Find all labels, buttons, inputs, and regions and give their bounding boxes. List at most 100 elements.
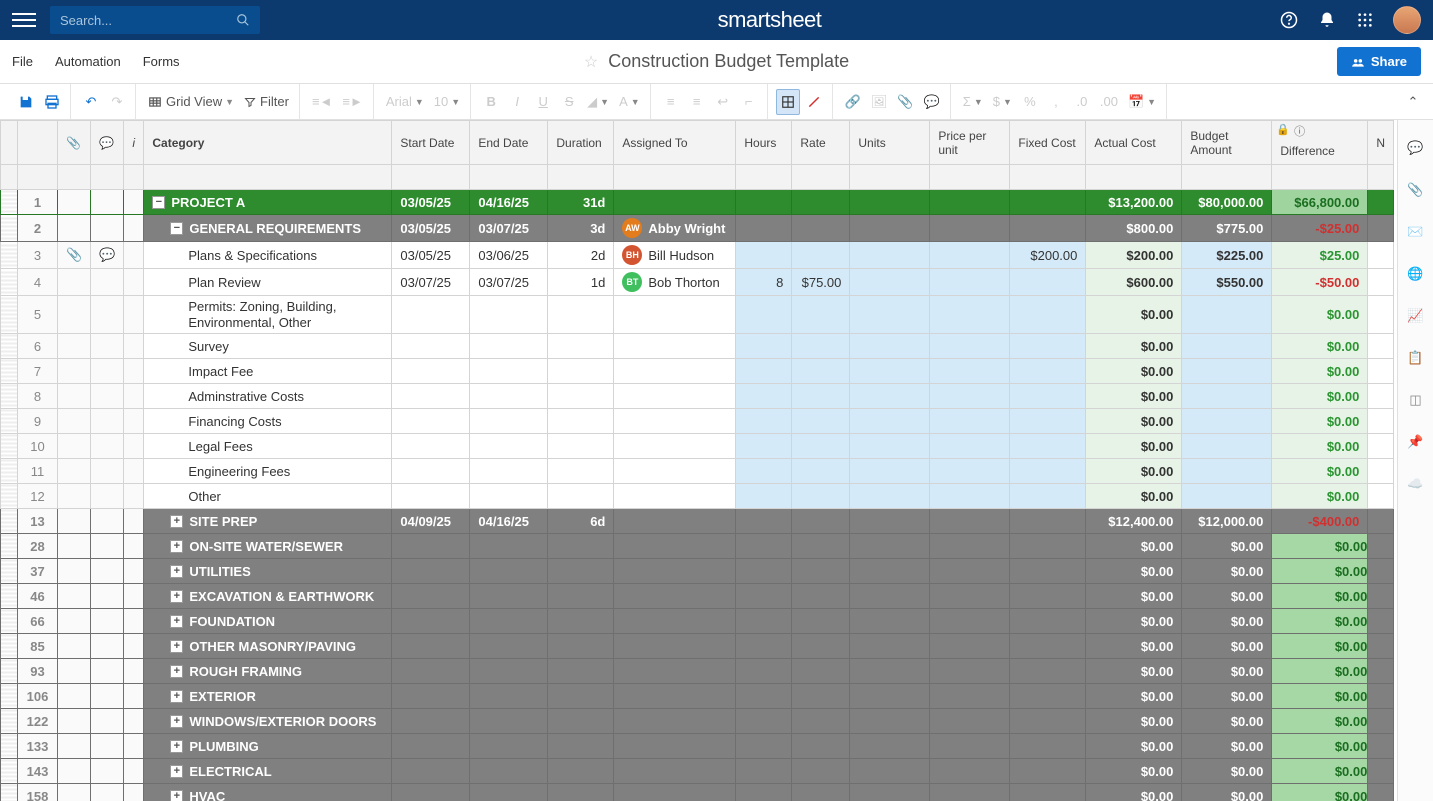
cell-diff[interactable]: $0.00: [1272, 609, 1368, 634]
cell-start[interactable]: 03/07/25: [392, 269, 470, 296]
cell-actual[interactable]: $0.00: [1086, 784, 1182, 801]
cell-budget[interactable]: [1182, 334, 1272, 359]
cell-comment[interactable]: [91, 409, 124, 434]
cell-info[interactable]: [124, 759, 144, 784]
table-row[interactable]: 46 + EXCAVATION & EARTHWORK $0.00 $0.00 …: [1, 584, 1394, 609]
cell-category[interactable]: + UTILITIES: [144, 559, 392, 584]
row-number[interactable]: 6: [18, 334, 58, 359]
cell-budget[interactable]: $0.00: [1182, 609, 1272, 634]
cell-start[interactable]: [392, 659, 470, 684]
cell-n[interactable]: [1368, 559, 1394, 584]
cell-diff[interactable]: $0.00: [1272, 784, 1368, 801]
cell-comment[interactable]: [91, 709, 124, 734]
cell-actual[interactable]: $0.00: [1086, 359, 1182, 384]
rail-resource-icon[interactable]: 📌: [1406, 432, 1426, 452]
cell-hours[interactable]: [736, 215, 792, 242]
cell-ppu[interactable]: [930, 559, 1010, 584]
cell-start[interactable]: [392, 709, 470, 734]
cell-start[interactable]: [392, 759, 470, 784]
cell-category[interactable]: + HVAC: [144, 784, 392, 801]
cell-n[interactable]: [1368, 684, 1394, 709]
cell-actual[interactable]: $200.00: [1086, 242, 1182, 269]
cell-rate[interactable]: [792, 359, 850, 384]
cell-actual[interactable]: $0.00: [1086, 734, 1182, 759]
cell-diff[interactable]: $0.00: [1272, 334, 1368, 359]
cell-budget[interactable]: [1182, 296, 1272, 334]
cell-attach[interactable]: [58, 384, 91, 409]
expand-handle[interactable]: [1, 759, 18, 784]
cell-budget[interactable]: $12,000.00: [1182, 509, 1272, 534]
cell-rate[interactable]: [792, 709, 850, 734]
row-number[interactable]: 46: [18, 584, 58, 609]
cell-rate[interactable]: [792, 609, 850, 634]
toggle-icon[interactable]: +: [170, 740, 183, 753]
table-row[interactable]: 93 + ROUGH FRAMING $0.00 $0.00 $0.00: [1, 659, 1394, 684]
cell-actual[interactable]: $0.00: [1086, 484, 1182, 509]
cell-diff[interactable]: $0.00: [1272, 384, 1368, 409]
cell-category[interactable]: Adminstrative Costs: [144, 384, 392, 409]
cell-duration[interactable]: [548, 434, 614, 459]
cell-comment[interactable]: [91, 734, 124, 759]
cell-units[interactable]: [850, 484, 930, 509]
cell-rate[interactable]: [792, 759, 850, 784]
cell-hours[interactable]: [736, 609, 792, 634]
row-number[interactable]: 12: [18, 484, 58, 509]
cell-ppu[interactable]: [930, 759, 1010, 784]
cell-assigned[interactable]: [614, 334, 736, 359]
cell-info[interactable]: [124, 190, 144, 215]
cell-hours[interactable]: [736, 709, 792, 734]
italic-icon[interactable]: I: [505, 89, 529, 115]
percent-icon[interactable]: %: [1018, 89, 1042, 115]
cell-rate[interactable]: [792, 559, 850, 584]
clearformat-icon[interactable]: [802, 89, 826, 115]
cell-end[interactable]: [470, 709, 548, 734]
cell-duration[interactable]: [548, 784, 614, 801]
cell-actual[interactable]: $13,200.00: [1086, 190, 1182, 215]
cell-fixed[interactable]: [1010, 459, 1086, 484]
expand-handle[interactable]: [1, 659, 18, 684]
cell-attach[interactable]: [58, 434, 91, 459]
cell-category[interactable]: + PLUMBING: [144, 734, 392, 759]
row-number[interactable]: 10: [18, 434, 58, 459]
cell-duration[interactable]: 6d: [548, 509, 614, 534]
cell-end[interactable]: [470, 609, 548, 634]
row-number[interactable]: 9: [18, 409, 58, 434]
cell-actual[interactable]: $800.00: [1086, 215, 1182, 242]
cell-hours[interactable]: [736, 296, 792, 334]
cell-units[interactable]: [850, 334, 930, 359]
expand-handle[interactable]: [1, 709, 18, 734]
toggle-icon[interactable]: +: [170, 690, 183, 703]
cell-end[interactable]: [470, 734, 548, 759]
rail-summary-icon[interactable]: 📋: [1406, 348, 1426, 368]
cell-units[interactable]: [850, 459, 930, 484]
cell-duration[interactable]: [548, 709, 614, 734]
cell-start[interactable]: [392, 584, 470, 609]
cell-diff[interactable]: $0.00: [1272, 734, 1368, 759]
cell-diff[interactable]: -$50.00: [1272, 269, 1368, 296]
underline-icon[interactable]: U: [531, 89, 555, 115]
textcolor-icon[interactable]: A▼: [615, 89, 644, 115]
cell-fixed[interactable]: [1010, 509, 1086, 534]
cell-comment[interactable]: [91, 190, 124, 215]
cell-hours[interactable]: [736, 659, 792, 684]
cell-budget[interactable]: $0.00: [1182, 684, 1272, 709]
cell-hours[interactable]: [736, 684, 792, 709]
cell-hours[interactable]: [736, 359, 792, 384]
comment-icon[interactable]: 💬: [920, 89, 944, 115]
cell-assigned[interactable]: BHBill Hudson: [614, 242, 736, 269]
cell-attach[interactable]: 📎: [58, 242, 91, 269]
cell-assigned[interactable]: [614, 584, 736, 609]
avatar[interactable]: [1393, 6, 1421, 34]
cell-assigned[interactable]: [614, 359, 736, 384]
cell-budget[interactable]: $0.00: [1182, 784, 1272, 801]
expand-handle[interactable]: [1, 459, 18, 484]
cell-fixed[interactable]: [1010, 534, 1086, 559]
cell-start[interactable]: [392, 734, 470, 759]
collapse-toolbar-icon[interactable]: ⌃: [1401, 89, 1425, 115]
cell-ppu[interactable]: [930, 584, 1010, 609]
cell-start[interactable]: [392, 684, 470, 709]
expand-handle[interactable]: [1, 434, 18, 459]
cell-hours[interactable]: [736, 509, 792, 534]
cell-ppu[interactable]: [930, 269, 1010, 296]
row-number[interactable]: 4: [18, 269, 58, 296]
